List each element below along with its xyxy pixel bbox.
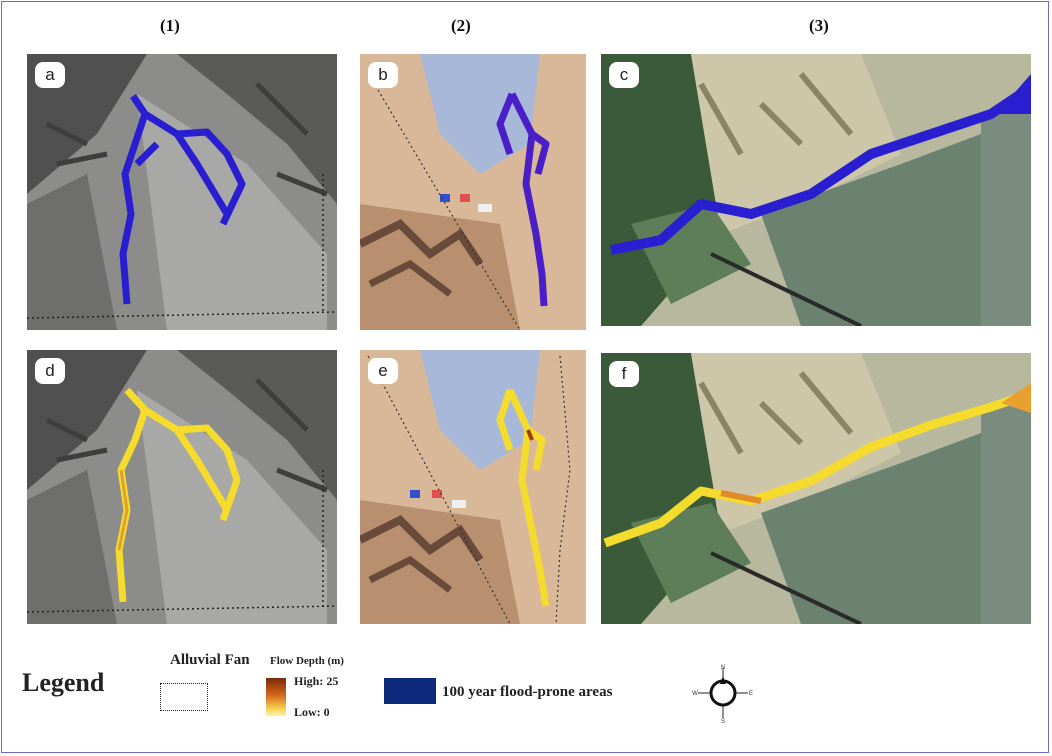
panel-label-d: d xyxy=(35,358,65,384)
alluvial-fan-symbol xyxy=(160,683,208,711)
satellite-image-f xyxy=(601,353,1031,624)
map-panel-b: b xyxy=(360,54,586,330)
panel-label-f: f xyxy=(609,361,639,387)
compass-n: N xyxy=(721,665,725,671)
column-header-1: (1) xyxy=(160,16,180,35)
satellite-image-e xyxy=(360,350,586,624)
flood-prone-swatch xyxy=(384,678,436,704)
panel-label-e: e xyxy=(368,358,398,384)
compass-e: E xyxy=(749,691,753,697)
legend-title: Legend xyxy=(22,668,105,697)
satellite-image-d xyxy=(27,350,337,624)
flood-prone-area-b xyxy=(496,92,550,307)
flow-depth-area-e xyxy=(496,388,550,607)
flood-prone-area-a xyxy=(119,94,246,305)
panel-label-c: c xyxy=(609,62,639,88)
flow-depth-high-label: High: 25 xyxy=(294,674,339,688)
map-panel-a: a xyxy=(27,54,337,330)
flow-depth-low-label: Low: 0 xyxy=(294,705,330,719)
satellite-image-a xyxy=(27,54,337,330)
compass-w: W xyxy=(692,691,698,697)
flood-prone-label: 100 year flood-prone areas xyxy=(442,684,613,700)
flow-depth-area-f xyxy=(603,392,1023,548)
north-arrow-icon: N S E W xyxy=(692,665,753,724)
flow-depth-gradient xyxy=(266,678,286,716)
map-panel-f: f xyxy=(601,353,1031,624)
map-panel-c: c xyxy=(601,54,1031,326)
column-header-2: (2) xyxy=(451,16,471,35)
flow-depth-label: Flow Depth (m) xyxy=(270,655,344,667)
panel-label-b: b xyxy=(368,62,398,88)
map-panel-e: e xyxy=(360,350,586,624)
map-panel-d: d xyxy=(27,350,337,624)
compass-s: S xyxy=(721,719,725,724)
satellite-image-c xyxy=(601,54,1031,326)
alluvial-fan-label: Alluvial Fan xyxy=(170,652,250,668)
satellite-image-b xyxy=(360,54,586,330)
column-header-3: (3) xyxy=(809,16,829,35)
panel-label-a: a xyxy=(35,62,65,88)
flood-prone-area-c xyxy=(610,89,1024,255)
